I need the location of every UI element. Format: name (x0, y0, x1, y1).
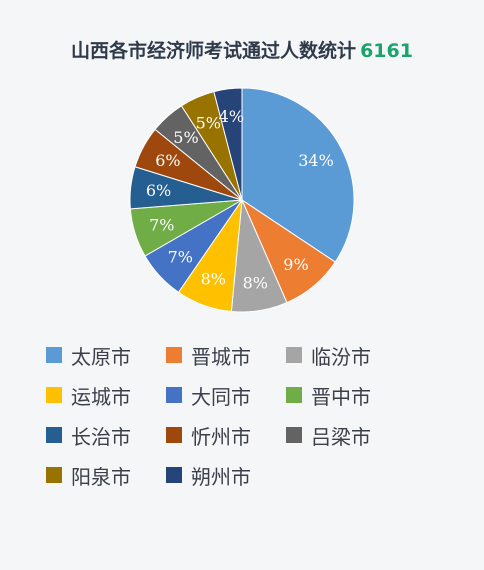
legend-item-2: 晋城市 (166, 340, 251, 370)
legend-item-7: 长治市 (46, 420, 131, 450)
slice-label-11: 4% (219, 107, 244, 126)
legend-item-8: 忻州市 (166, 420, 251, 450)
legend-swatch-2 (166, 347, 182, 363)
slice-label-10: 5% (196, 114, 221, 133)
legend-swatch-5 (166, 387, 182, 403)
legend-item-3: 临汾市 (286, 340, 371, 370)
legend-item-4: 运城市 (46, 380, 131, 410)
legend-label-5: 大同市 (191, 384, 251, 409)
legend-label-3: 临汾市 (311, 344, 371, 369)
legend-swatch-10 (46, 467, 62, 483)
slice-label-3: 8% (243, 273, 268, 292)
slice-label-5: 7% (168, 247, 193, 266)
legend-swatch-6 (286, 387, 302, 403)
pie-slice-11 (213, 87, 243, 201)
legend-swatch-7 (46, 427, 62, 443)
slice-label-2: 9% (283, 255, 308, 274)
legend-item-1: 太原市 (46, 340, 131, 370)
legend-label-9: 吕梁市 (311, 424, 371, 449)
slice-label-1: 34% (298, 151, 334, 170)
chart-title: 山西各市经济师考试通过人数统计 6161 (0, 36, 484, 63)
total-count: 6161 (360, 40, 413, 62)
legend-swatch-1 (46, 347, 62, 363)
legend-item-9: 吕梁市 (286, 420, 371, 450)
legend-label-2: 晋城市 (191, 344, 251, 369)
chart-title-text: 山西各市经济师考试通过人数统计 (71, 40, 357, 62)
slice-label-8: 6% (155, 151, 180, 170)
legend-label-10: 阳泉市 (71, 464, 131, 489)
legend-item-11: 朔州市 (166, 460, 251, 490)
legend-label-6: 晋中市 (311, 384, 371, 409)
slice-label-7: 6% (146, 181, 171, 200)
legend-label-1: 太原市 (71, 344, 131, 369)
legend-swatch-4 (46, 387, 62, 403)
slice-label-4: 8% (201, 269, 226, 288)
pie-chart: 34%9%8%8%7%7%6%6%5%5%4% (129, 87, 355, 313)
legend-swatch-9 (286, 427, 302, 443)
slice-label-6: 7% (149, 215, 174, 234)
legend-item-5: 大同市 (166, 380, 251, 410)
legend-label-11: 朔州市 (191, 464, 251, 489)
legend-label-8: 忻州市 (191, 424, 251, 449)
legend-label-7: 长治市 (71, 424, 131, 449)
slice-label-9: 5% (173, 128, 198, 147)
legend-item-6: 晋中市 (286, 380, 371, 410)
legend-swatch-8 (166, 427, 182, 443)
legend-swatch-11 (166, 467, 182, 483)
legend-label-4: 运城市 (71, 384, 131, 409)
legend-item-10: 阳泉市 (46, 460, 131, 490)
legend-swatch-3 (286, 347, 302, 363)
